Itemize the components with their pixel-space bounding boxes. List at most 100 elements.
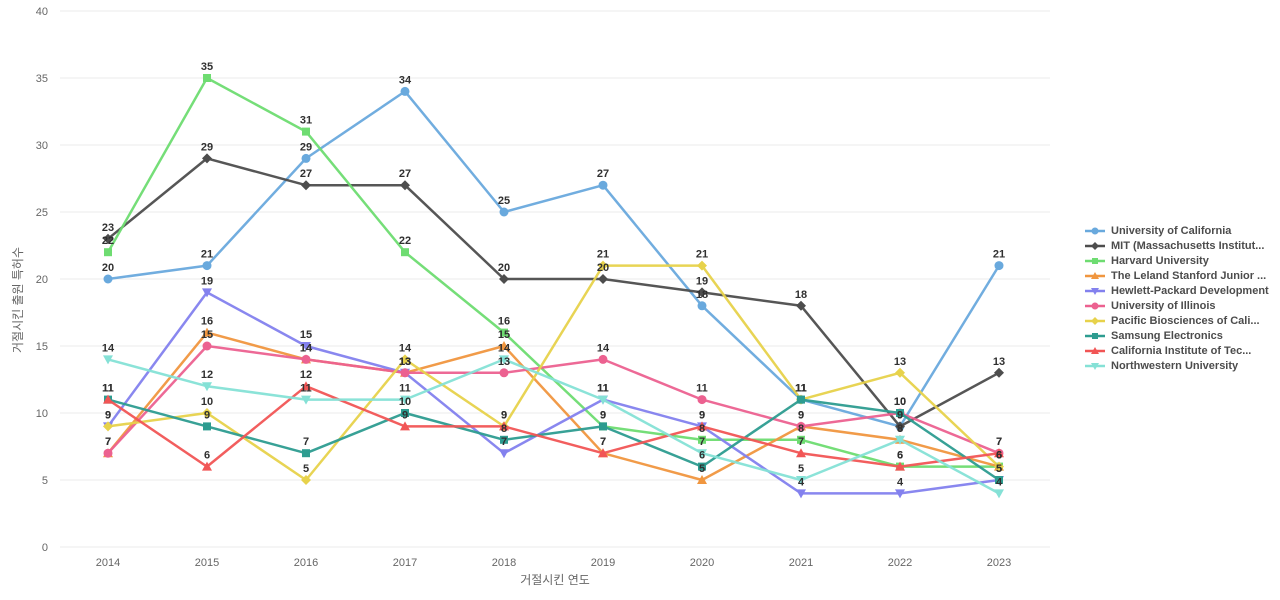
legend-item-samsung-electronics[interactable]: Samsung Electronics xyxy=(1084,328,1269,343)
data-point-marker xyxy=(796,476,806,485)
legend-item-california-institute-of-tec[interactable]: California Institute of Tec... xyxy=(1084,343,1269,358)
data-point-marker xyxy=(103,421,113,432)
data-point-marker xyxy=(103,394,113,404)
legend-item-the-leland-stanford-junior[interactable]: The Leland Stanford Junior ... xyxy=(1084,268,1269,283)
point-label: 15 xyxy=(498,329,510,341)
point-label: 6 xyxy=(699,450,705,462)
x-tick-label: 2020 xyxy=(690,557,714,569)
data-point-marker xyxy=(697,395,707,405)
x-tick-label: 2017 xyxy=(393,557,417,569)
data-point-marker xyxy=(400,421,410,431)
data-point-marker xyxy=(895,421,905,432)
point-label: 13 xyxy=(399,356,411,368)
data-point-marker xyxy=(598,260,608,271)
data-point-marker xyxy=(598,180,608,190)
legend-item-university-of-illinois[interactable]: University of Illinois xyxy=(1084,298,1269,313)
legend-item-hewlett-packard-development[interactable]: Hewlett-Packard Development xyxy=(1084,283,1269,298)
point-label: 21 xyxy=(201,249,213,261)
legend-item-mit-massachusetts-institut[interactable]: MIT (Massachusetts Institut... xyxy=(1084,238,1269,253)
legend-series-glyph xyxy=(1085,346,1105,354)
data-point-marker xyxy=(500,435,508,444)
point-label: 29 xyxy=(300,141,312,153)
point-label: 8 xyxy=(897,423,903,435)
data-point-marker xyxy=(103,448,113,458)
legend-item-northwestern-university[interactable]: Northwestern University xyxy=(1084,358,1269,373)
x-tick-label: 2014 xyxy=(96,557,120,569)
data-point-marker xyxy=(697,475,707,484)
data-point-marker xyxy=(598,354,608,364)
series-line xyxy=(106,291,1001,495)
point-label: 5 xyxy=(996,463,1002,475)
point-label: 7 xyxy=(798,436,804,448)
legend-label: California Institute of Tec... xyxy=(1111,344,1252,357)
data-point-marker xyxy=(301,354,311,364)
data-point-marker xyxy=(598,448,608,458)
data-point-marker xyxy=(1091,362,1099,370)
y-tick-label: 10 xyxy=(36,408,48,420)
legend: University of California MIT (Massachuset… xyxy=(1084,223,1269,373)
x-tick-label: 2018 xyxy=(492,557,516,569)
legend-series-glyph xyxy=(1085,287,1105,295)
legend-label: Pacific Biosciences of Cali... xyxy=(1111,314,1260,327)
point-label: 16 xyxy=(498,316,510,328)
point-label: 11 xyxy=(795,383,807,395)
data-point-marker xyxy=(598,274,608,284)
point-label: 13 xyxy=(894,356,906,368)
point-label: 4 xyxy=(897,476,904,488)
point-label: 8 xyxy=(897,423,903,435)
data-point-marker xyxy=(895,461,905,471)
point-label: 15 xyxy=(300,329,312,341)
point-label: 6 xyxy=(204,450,210,462)
legend-series-glyph xyxy=(1085,332,1105,339)
point-label: 13 xyxy=(498,356,510,368)
point-label: 13 xyxy=(399,356,411,368)
data-point-marker xyxy=(697,301,707,311)
data-point-marker xyxy=(202,261,212,271)
point-label: 13 xyxy=(993,356,1005,368)
y-tick-label: 40 xyxy=(36,6,48,18)
series-line xyxy=(106,157,1001,428)
x-axis-title: 거절시킨 연도 xyxy=(520,573,590,587)
legend-series-glyph xyxy=(1085,302,1105,309)
data-point-marker xyxy=(1091,316,1099,325)
x-tick-label: 2019 xyxy=(591,557,615,569)
point-label: 7 xyxy=(600,436,606,448)
point-label: 14 xyxy=(597,342,610,354)
point-label: 14 xyxy=(498,342,511,354)
legend-label: MIT (Massachusetts Institut... xyxy=(1111,239,1265,252)
point-label: 11 xyxy=(696,383,708,395)
point-label: 19 xyxy=(696,275,708,287)
point-label: 18 xyxy=(795,289,807,301)
point-label: 11 xyxy=(597,383,609,395)
point-label: 6 xyxy=(996,450,1002,462)
x-tick-label: 2015 xyxy=(195,557,219,569)
legend-label: Hewlett-Packard Development xyxy=(1111,284,1269,297)
series-line xyxy=(106,344,1001,455)
legend-item-university-of-california[interactable]: University of California xyxy=(1084,223,1269,238)
point-label: 25 xyxy=(498,195,510,207)
data-point-marker xyxy=(202,408,212,418)
point-label: 22 xyxy=(399,235,411,247)
data-point-marker xyxy=(202,461,212,471)
point-label: 6 xyxy=(897,450,903,462)
point-label: 5 xyxy=(996,463,1002,475)
y-tick-label: 15 xyxy=(36,341,48,353)
data-point-marker xyxy=(302,449,310,458)
x-tick-label: 2022 xyxy=(888,557,912,569)
y-tick-label: 30 xyxy=(36,140,48,152)
point-label: 7 xyxy=(501,436,507,448)
data-point-marker xyxy=(103,274,113,284)
point-label: 5 xyxy=(699,463,705,475)
legend-item-pacific-biosciences-of-cali[interactable]: Pacific Biosciences of Cali... xyxy=(1084,313,1269,328)
point-label: 34 xyxy=(399,74,412,86)
y-tick-label: 25 xyxy=(36,207,48,219)
point-label: 11 xyxy=(102,383,114,395)
point-label: 21 xyxy=(696,249,708,261)
series-hewlett-packard-development xyxy=(103,288,1004,499)
series-university-of-illinois xyxy=(103,341,1004,458)
point-label: 15 xyxy=(201,329,213,341)
legend-item-harvard-university[interactable]: Harvard University xyxy=(1084,253,1269,268)
data-point-marker xyxy=(796,489,806,499)
